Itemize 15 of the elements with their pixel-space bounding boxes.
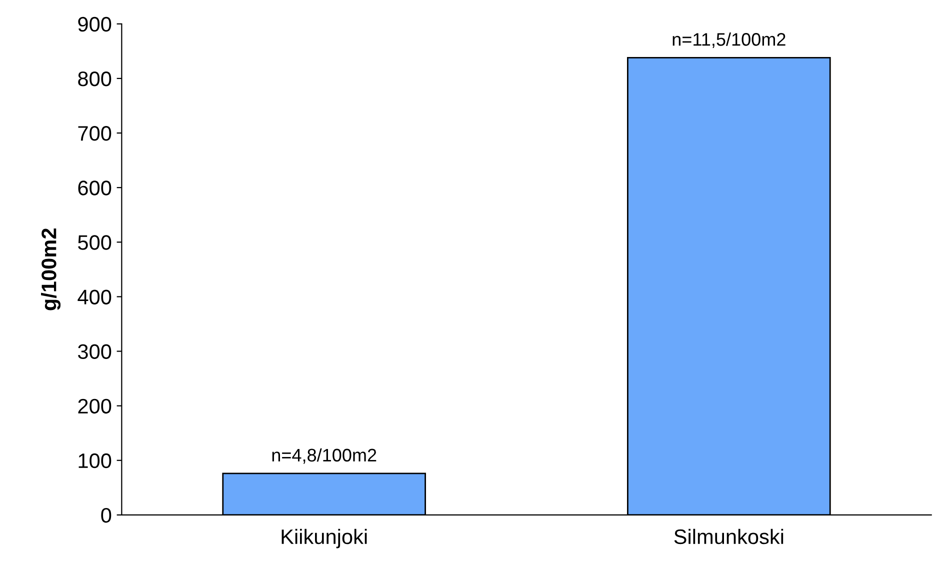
- y-axis-title: g/100m2: [41, 228, 61, 310]
- y-tick-label: 200: [78, 398, 112, 414]
- y-tick-label: 600: [78, 180, 112, 196]
- data-label: n=4,8/100m2: [272, 448, 376, 464]
- y-tick-label: 500: [78, 235, 112, 250]
- y-tick-label: 800: [78, 71, 112, 86]
- y-tick-label: 700: [78, 126, 112, 141]
- y-tick-label: 900: [78, 16, 112, 32]
- data-label: n=11,5/100m2: [672, 32, 786, 48]
- y-tick-label: 0: [101, 508, 112, 523]
- y-tick-label: 300: [78, 344, 112, 360]
- x-tick-label: Silmunkoski: [674, 528, 784, 544]
- x-tick-label: Kiikunjoki: [282, 528, 367, 548]
- y-tick-label: 400: [78, 290, 112, 304]
- y-tick-label: 100: [78, 453, 112, 468]
